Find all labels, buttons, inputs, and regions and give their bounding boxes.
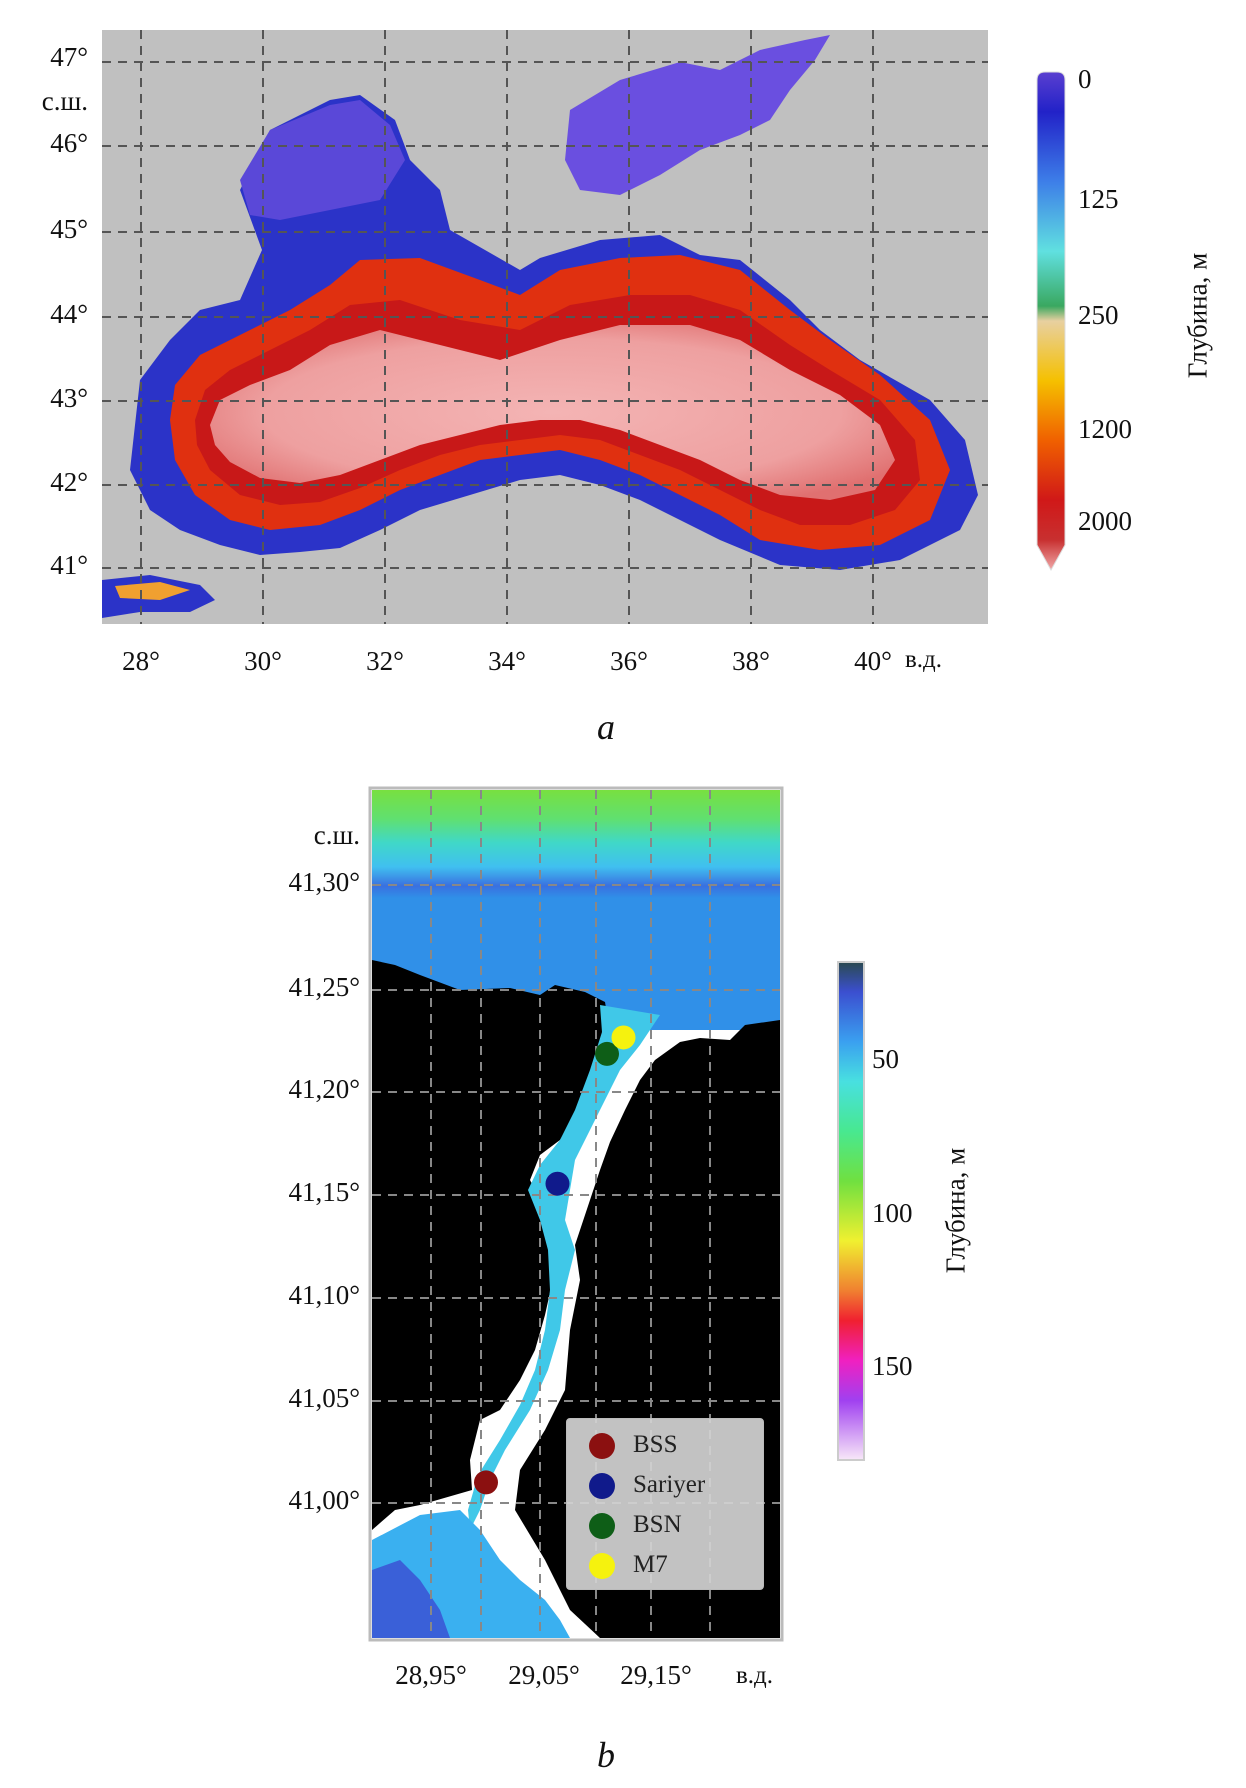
lat-tick-b-4: 41,10° xyxy=(288,1280,360,1310)
stations-layer xyxy=(474,1025,636,1495)
azov-sea xyxy=(565,35,830,195)
grid-a xyxy=(102,30,988,624)
legend-item: M7 xyxy=(567,1547,763,1585)
legend-marker-icon xyxy=(589,1433,615,1459)
lat-tick-a-4: 43° xyxy=(50,383,88,413)
panel-b-map xyxy=(368,786,865,1642)
cbar-a-tick-3: 1200 xyxy=(1078,414,1132,444)
lon-unit-b: в.д. xyxy=(736,1662,774,1689)
panel-b-letter: b xyxy=(597,1735,615,1775)
lat-tick-a-2: 45° xyxy=(50,214,88,244)
lat-tick-b-1: 41,25° xyxy=(288,972,360,1002)
legend-label: BSS xyxy=(633,1431,678,1458)
legend-marker-icon xyxy=(589,1513,615,1539)
lon-tick-a-3: 34° xyxy=(488,646,526,676)
station-marker-sariyer xyxy=(545,1171,570,1196)
sea-south-deep xyxy=(372,1560,450,1638)
legend-label: M7 xyxy=(633,1551,668,1578)
legend-marker-icon xyxy=(589,1473,615,1499)
cbar-a-tick-2: 250 xyxy=(1078,300,1119,330)
lon-tick-a-2: 32° xyxy=(366,646,404,676)
lat-tick-a-3: 44° xyxy=(50,299,88,329)
lon-tick-a-6: 40° xyxy=(854,646,892,676)
cbar-a-tick-1: 125 xyxy=(1078,184,1119,214)
lon-unit-a: в.д. xyxy=(905,646,943,673)
legend-item: Sariyer xyxy=(567,1467,763,1505)
lon-tick-b-1: 29,05° xyxy=(508,1660,580,1690)
frame-b xyxy=(368,786,784,1642)
panel-b: с.ш. 41,30° 41,25° 41,20° 41,15° 41,10° … xyxy=(0,770,1246,1788)
deep-basin xyxy=(210,325,895,500)
lon-tick-b-2: 29,15° xyxy=(620,1660,692,1690)
lat-tick-a-6: 41° xyxy=(50,550,88,580)
nw-shelf xyxy=(240,100,405,220)
cbar-a-title: Глубина, м xyxy=(1182,252,1213,379)
cbar-b-title: Глубина, м xyxy=(940,1147,971,1274)
lon-tick-a-5: 38° xyxy=(732,646,770,676)
lat-unit-b: с.ш. xyxy=(313,820,360,850)
marmara-deep xyxy=(115,582,190,600)
colorbar-a xyxy=(1036,71,1066,572)
lon-tick-a-1: 30° xyxy=(244,646,282,676)
lon-tick-b-0: 28,95° xyxy=(395,1660,467,1690)
panel-a: 47° с.ш. 46° 45° 44° 43° 42° 41° 28° 30°… xyxy=(0,0,1246,760)
lat-tick-a-1: 46° xyxy=(50,128,88,158)
cbar-a-tick-4: 2000 xyxy=(1078,506,1132,536)
lat-tick-b-3: 41,15° xyxy=(288,1177,360,1207)
legend-label: Sariyer xyxy=(633,1471,706,1498)
lat-tick-a-0: 47° xyxy=(50,42,88,72)
legend: BSS Sariyer BSN M7 xyxy=(566,1418,764,1590)
station-marker-bsn xyxy=(595,1041,619,1066)
legend-marker-icon xyxy=(589,1553,615,1579)
strait-water xyxy=(468,1005,660,1530)
colorbar-b xyxy=(837,961,865,1461)
station-marker-m7 xyxy=(611,1025,636,1050)
cbar-a-tick-0: 0 xyxy=(1078,64,1092,94)
legend-label: BSN xyxy=(633,1511,682,1538)
lat-tick-b-2: 41,20° xyxy=(288,1074,360,1104)
cbar-b-tick-0: 50 xyxy=(872,1044,899,1074)
station-marker-bss xyxy=(474,1470,498,1495)
lat-tick-b-6: 41,00° xyxy=(288,1485,360,1515)
lon-tick-a-0: 28° xyxy=(122,646,160,676)
panel-a-letter: a xyxy=(597,707,615,747)
panel-a-map xyxy=(102,30,1066,624)
legend-item: BSS xyxy=(567,1427,763,1465)
lon-tick-a-4: 36° xyxy=(610,646,648,676)
lat-unit-a: с.ш. xyxy=(41,86,88,116)
lat-tick-a-5: 42° xyxy=(50,467,88,497)
cbar-b-tick-2: 150 xyxy=(872,1351,913,1381)
lat-tick-b-0: 41,30° xyxy=(288,867,360,897)
cbar-b-tick-1: 100 xyxy=(872,1198,913,1228)
legend-item: BSN xyxy=(567,1507,763,1545)
lat-tick-b-5: 41,05° xyxy=(288,1383,360,1413)
